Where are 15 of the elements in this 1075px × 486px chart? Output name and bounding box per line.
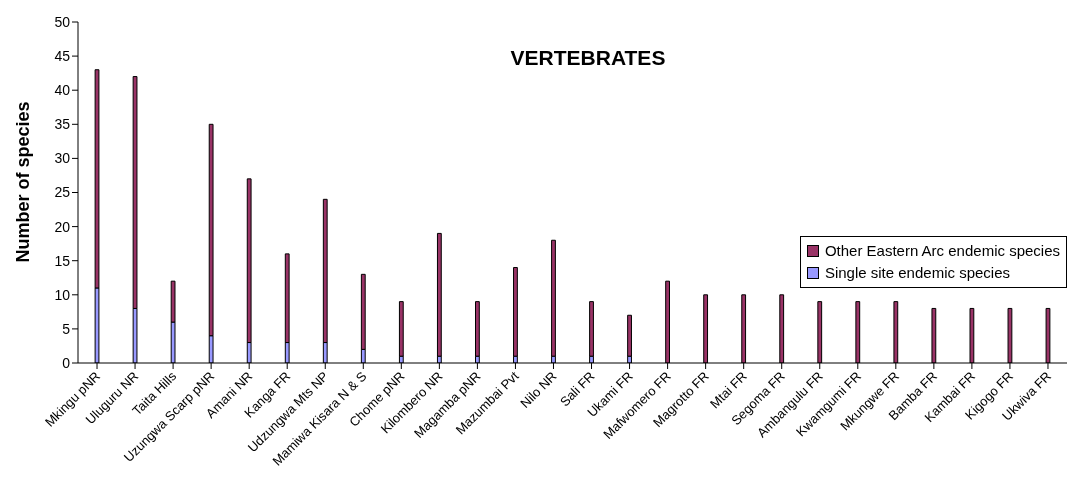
y-tick-label: 35: [54, 116, 71, 133]
y-tick-label: 25: [54, 184, 71, 201]
y-tick-label: 15: [54, 252, 71, 269]
text: VERTEBRATES: [509, 46, 667, 70]
y-tick-label: 40: [54, 82, 71, 99]
y-tick-label: 5: [62, 320, 71, 337]
y-tick-label: 0: [62, 354, 71, 371]
legend-label: Other Eastern Arc endemic species: [824, 241, 1060, 261]
y-tick-label: 50: [54, 13, 71, 30]
y-axis-title: Number of species: [13, 101, 34, 263]
y-tick-label: 20: [54, 218, 71, 235]
y-tick-label: 45: [54, 48, 71, 65]
y-tick-label: 10: [54, 286, 71, 303]
y-tick-label: 30: [54, 150, 71, 167]
legend-label: Single site endemic species: [824, 263, 1010, 283]
